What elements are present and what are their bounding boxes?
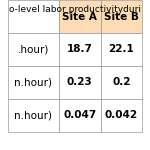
Bar [59,33,100,66]
Text: Site A: Site A [62,12,97,21]
Bar [8,33,59,66]
Text: Site B: Site B [104,12,139,21]
Bar [8,0,59,33]
Text: 0.047: 0.047 [63,111,96,120]
Text: .hour): .hour) [18,45,49,54]
Bar [59,66,100,99]
Text: 0.2: 0.2 [112,78,130,87]
Bar [100,33,142,66]
Text: 18.7: 18.7 [67,45,93,54]
Bar [8,66,59,99]
Text: 22.1: 22.1 [108,45,134,54]
Text: o-level labor productivityduri: o-level labor productivityduri [9,4,141,14]
Text: n.hour): n.hour) [14,111,52,120]
Text: 0.23: 0.23 [67,78,93,87]
Bar [59,0,100,33]
Bar [100,0,142,33]
Bar [100,99,142,132]
Text: n.hour): n.hour) [14,78,52,87]
Text: 0.042: 0.042 [105,111,138,120]
Bar [59,99,100,132]
Bar [8,99,59,132]
Bar [100,66,142,99]
